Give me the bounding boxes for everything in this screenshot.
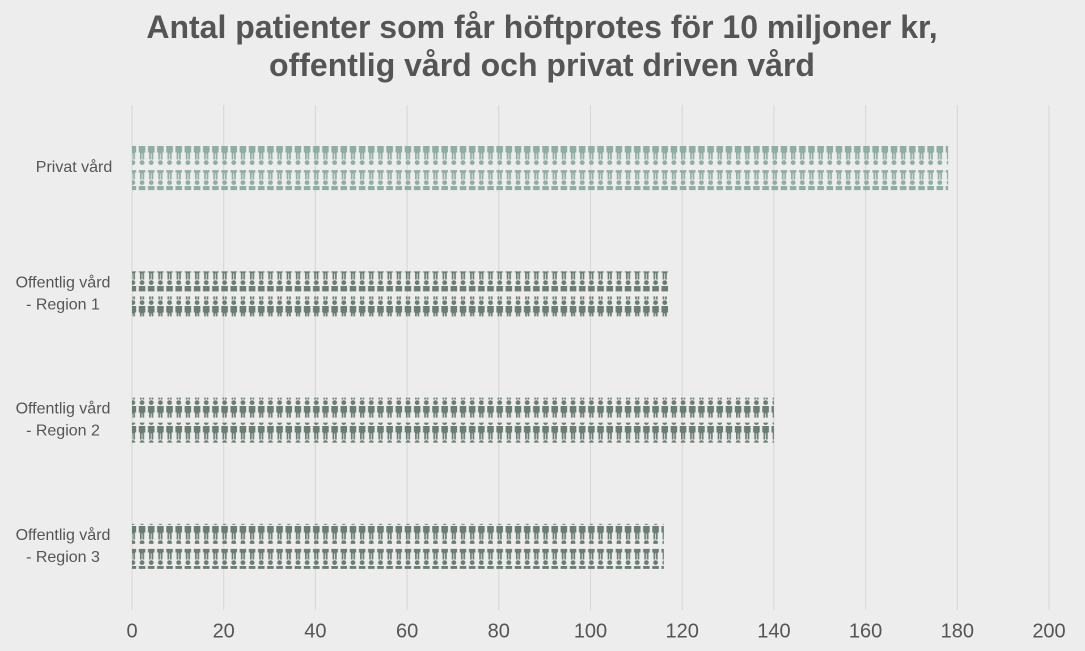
bar (132, 397, 774, 443)
icon-row (132, 548, 664, 569)
x-tick-label: 120 (666, 620, 699, 642)
icon-row (132, 271, 669, 292)
bar (132, 523, 664, 569)
icon-row (132, 170, 949, 191)
x-tick-label: 180 (941, 620, 974, 642)
x-tick-label: 20 (213, 620, 235, 642)
x-tick-label: 200 (1032, 620, 1065, 642)
chart-title: Antal patienter som får höftprotes för 1… (146, 9, 937, 83)
bar (132, 271, 669, 317)
icon-row (132, 296, 669, 317)
x-tick-label: 140 (757, 620, 790, 642)
x-tick-label: 80 (488, 620, 510, 642)
bar (132, 145, 949, 191)
x-tick-label: 100 (574, 620, 607, 642)
icon-row (132, 145, 949, 166)
icon-row (132, 523, 664, 544)
y-tick-label: Privat vård (36, 158, 112, 176)
icon-row (132, 397, 774, 418)
y-tick-label: Offentlig vård - Region 1 (16, 274, 111, 314)
x-tick-label: 60 (396, 620, 418, 642)
y-tick-label: Offentlig vård - Region 3 (16, 526, 111, 566)
x-tick-label: 40 (304, 620, 326, 642)
y-tick-label: Offentlig vård - Region 2 (16, 400, 111, 440)
x-tick-label: 160 (849, 620, 882, 642)
x-tick-label: 0 (126, 620, 137, 642)
icon-row (132, 422, 774, 443)
